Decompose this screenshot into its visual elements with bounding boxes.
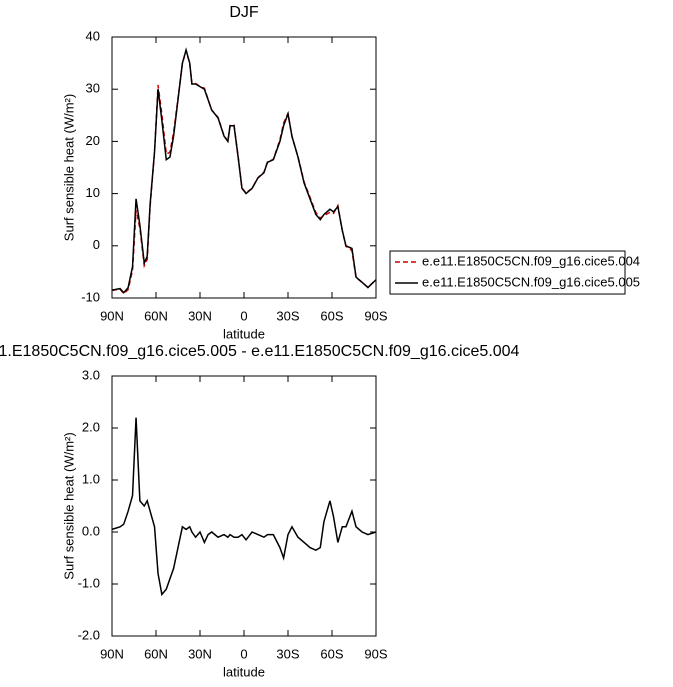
y-tick-label: 0 [93, 237, 100, 252]
chart-title: e.e11.E1850C5CN.f09_g16.cice5.005 - e.e1… [0, 343, 520, 360]
y-tick-label: 20 [86, 133, 100, 148]
x-tick-label: 60S [320, 646, 343, 661]
x-tick-label: 30N [188, 308, 212, 323]
x-tick-label: 0 [240, 646, 247, 661]
y-axis-label: Surf sensible heat (W/m²) [61, 432, 76, 579]
x-tick-label: 90S [364, 646, 387, 661]
x-tick-label: 90S [364, 308, 387, 323]
plot-frame [111, 36, 377, 299]
data-line [111, 47, 377, 295]
y-tick-label: 30 [86, 81, 100, 96]
data-line [111, 47, 377, 294]
x-tick-label: 90N [100, 646, 124, 661]
x-axis-label: latitude [223, 664, 265, 679]
x-tick-label: 60S [320, 308, 343, 323]
x-axis-label: latitude [223, 326, 265, 341]
y-tick-label: 10 [86, 185, 100, 200]
x-tick-label: 0 [240, 308, 247, 323]
y-tick-label: -10 [81, 289, 100, 304]
x-tick-label: 30S [276, 308, 299, 323]
legend-label: e.e11.E1850C5CN.f09_g16.cice5.005 [422, 274, 640, 289]
y-tick-label: 3.0 [82, 367, 100, 382]
y-tick-label: 1.0 [82, 471, 100, 486]
x-tick-label: 30S [276, 646, 299, 661]
data-line [111, 417, 377, 597]
y-tick-label: 2.0 [82, 419, 100, 434]
y-axis-label: Surf sensible heat (W/m²) [61, 94, 76, 241]
x-tick-label: 30N [188, 646, 212, 661]
plot-frame [111, 375, 377, 637]
x-tick-label: 90N [100, 308, 124, 323]
y-tick-label: 0.0 [82, 523, 100, 538]
y-tick-label: 40 [86, 28, 100, 43]
x-tick-label: 60N [144, 646, 168, 661]
chart-title: DJF [229, 4, 259, 21]
legend-box [389, 250, 626, 295]
x-tick-label: 60N [144, 308, 168, 323]
y-tick-label: -2.0 [78, 627, 100, 642]
legend-label: e.e11.E1850C5CN.f09_g16.cice5.004 [422, 253, 640, 268]
y-tick-label: -1.0 [78, 575, 100, 590]
